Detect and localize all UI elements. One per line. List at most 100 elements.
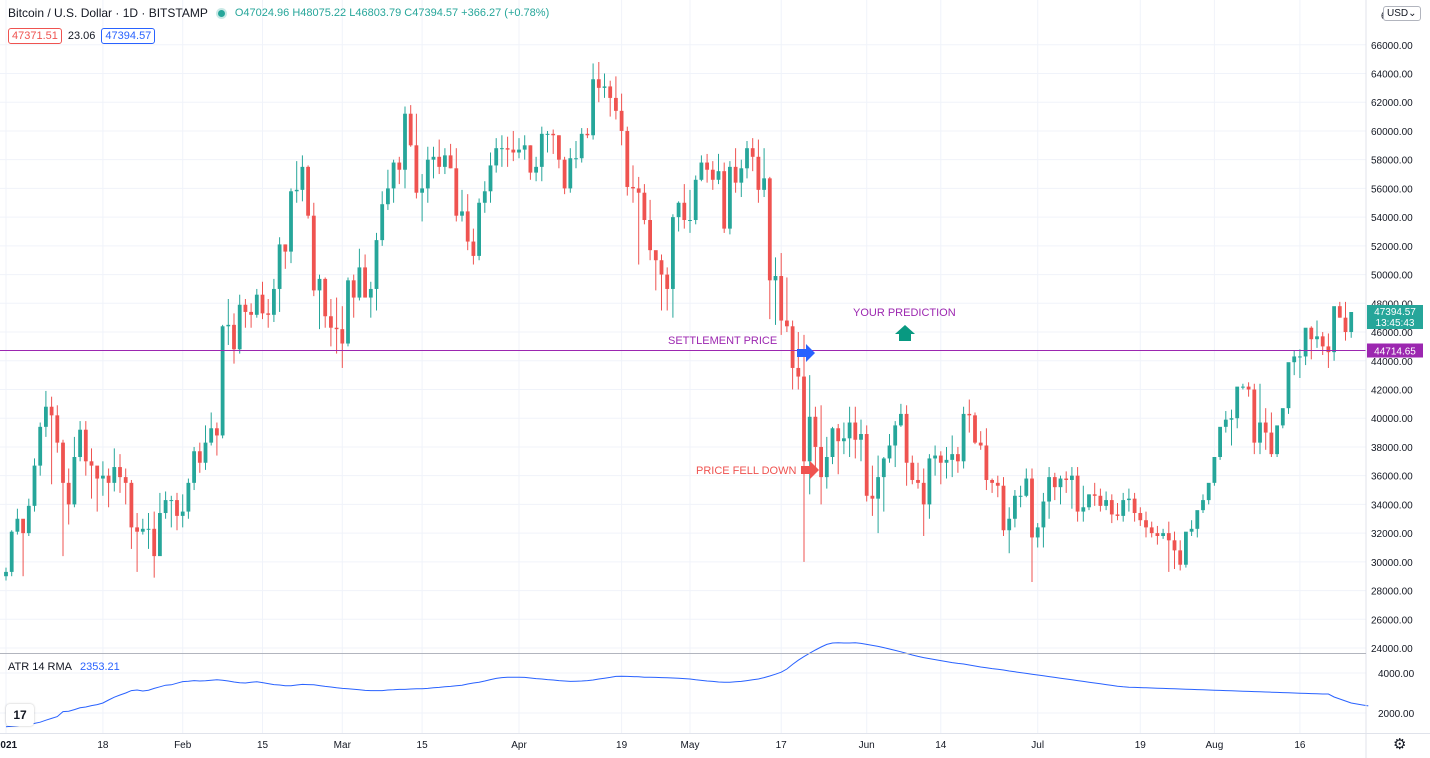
candle — [471, 228, 476, 265]
candles-layer — [4, 62, 1354, 582]
atr-tick-label: 2000.00 — [1378, 709, 1415, 720]
candle — [739, 159, 744, 198]
candle — [762, 148, 766, 198]
candle — [146, 513, 151, 549]
candle — [1052, 472, 1057, 501]
candle — [83, 421, 88, 476]
candle-body — [938, 455, 943, 463]
indicator-name[interactable]: ATR 14 RMA — [8, 661, 72, 673]
your-prediction-label: YOUR PREDICTION — [853, 307, 956, 319]
candle-body — [1166, 533, 1171, 541]
candle-body — [579, 133, 584, 159]
candle-body — [944, 459, 949, 463]
candle — [226, 299, 231, 345]
candle-body — [978, 442, 983, 446]
candle — [910, 455, 915, 485]
candle — [1303, 327, 1308, 366]
candle — [243, 299, 248, 328]
settlement-price-tag-value: 44714.65 — [1374, 347, 1416, 358]
candle — [272, 278, 276, 322]
candle-body — [209, 428, 214, 443]
candle-body — [853, 422, 858, 440]
candle — [534, 156, 538, 182]
candle — [927, 454, 932, 519]
candle — [693, 175, 698, 225]
candle-body — [859, 434, 863, 440]
gear-icon[interactable]: ⚙ — [1393, 736, 1407, 753]
candle-body — [272, 288, 276, 315]
candle — [1246, 382, 1251, 397]
candle-body — [391, 162, 396, 189]
candle-body — [1235, 386, 1240, 419]
candle-body — [602, 86, 607, 88]
candle-body — [368, 288, 373, 298]
candle-body — [1104, 500, 1108, 506]
candle — [374, 232, 379, 311]
candle-body — [437, 156, 442, 167]
candle-body — [180, 511, 185, 516]
candle — [197, 442, 202, 473]
candle-body — [494, 148, 499, 166]
candle — [323, 277, 328, 328]
candle — [494, 138, 499, 173]
candle-body — [374, 240, 379, 289]
candle-body — [619, 110, 624, 131]
candle — [1298, 349, 1302, 379]
candle-body — [676, 202, 681, 218]
time-tick-label: May — [681, 740, 700, 751]
candle — [1337, 301, 1342, 318]
candle — [1241, 383, 1245, 390]
bid-price[interactable]: 47371.51 — [8, 28, 62, 44]
candle — [1047, 467, 1051, 519]
candle — [1292, 350, 1297, 376]
price-tick-label: 44000.00 — [1371, 357, 1413, 368]
market-open-icon — [217, 9, 225, 17]
candle — [1280, 408, 1285, 429]
candle-body — [83, 429, 88, 462]
candle — [551, 129, 556, 154]
candle-body — [1201, 500, 1205, 511]
candle-body — [471, 241, 476, 256]
candle — [1201, 494, 1205, 514]
symbol-title[interactable]: Bitcoin / U.S. Dollar · 1D · BITSTAMP — [8, 6, 208, 20]
candle-body — [921, 482, 926, 505]
candle-body — [545, 133, 550, 135]
candle-body — [807, 416, 812, 462]
candle-body — [995, 482, 1000, 486]
candle — [1041, 492, 1046, 548]
candle-body — [431, 156, 436, 160]
candle-body — [539, 133, 544, 167]
candle-body — [140, 528, 145, 532]
candle — [283, 244, 288, 269]
annotations-layer: YOUR PREDICTION SETTLEMENT PRICE PRICE FEL… — [668, 307, 956, 479]
high-value: H48075.22 — [292, 7, 347, 19]
candle — [169, 495, 174, 528]
candle-body — [522, 145, 527, 150]
currency-selector[interactable]: USD⌄ — [1383, 6, 1421, 21]
candle — [899, 403, 903, 427]
candle-body — [682, 202, 687, 221]
candle — [824, 436, 829, 489]
candle-body — [317, 278, 322, 291]
ask-price[interactable]: 47394.57 — [101, 28, 156, 44]
candle — [785, 277, 789, 333]
candle-body — [169, 500, 174, 502]
candle-body — [112, 467, 117, 483]
time-tick-label: 15 — [417, 740, 429, 751]
tradingview-logo-icon[interactable]: 17 — [6, 704, 34, 726]
candle — [1320, 332, 1325, 356]
candle-body — [847, 422, 852, 439]
time-tick-label: Apr — [511, 740, 527, 751]
candle — [386, 169, 390, 210]
candle — [1132, 492, 1137, 522]
candle-body — [152, 528, 157, 557]
candle — [1263, 408, 1268, 450]
candle — [1275, 425, 1279, 457]
price-tick-label: 66000.00 — [1371, 41, 1413, 52]
candle-body — [631, 186, 635, 189]
time-tick-label: 15 — [257, 740, 269, 751]
candle — [859, 419, 863, 462]
candle-body — [671, 217, 675, 289]
candle-body — [1127, 498, 1131, 501]
